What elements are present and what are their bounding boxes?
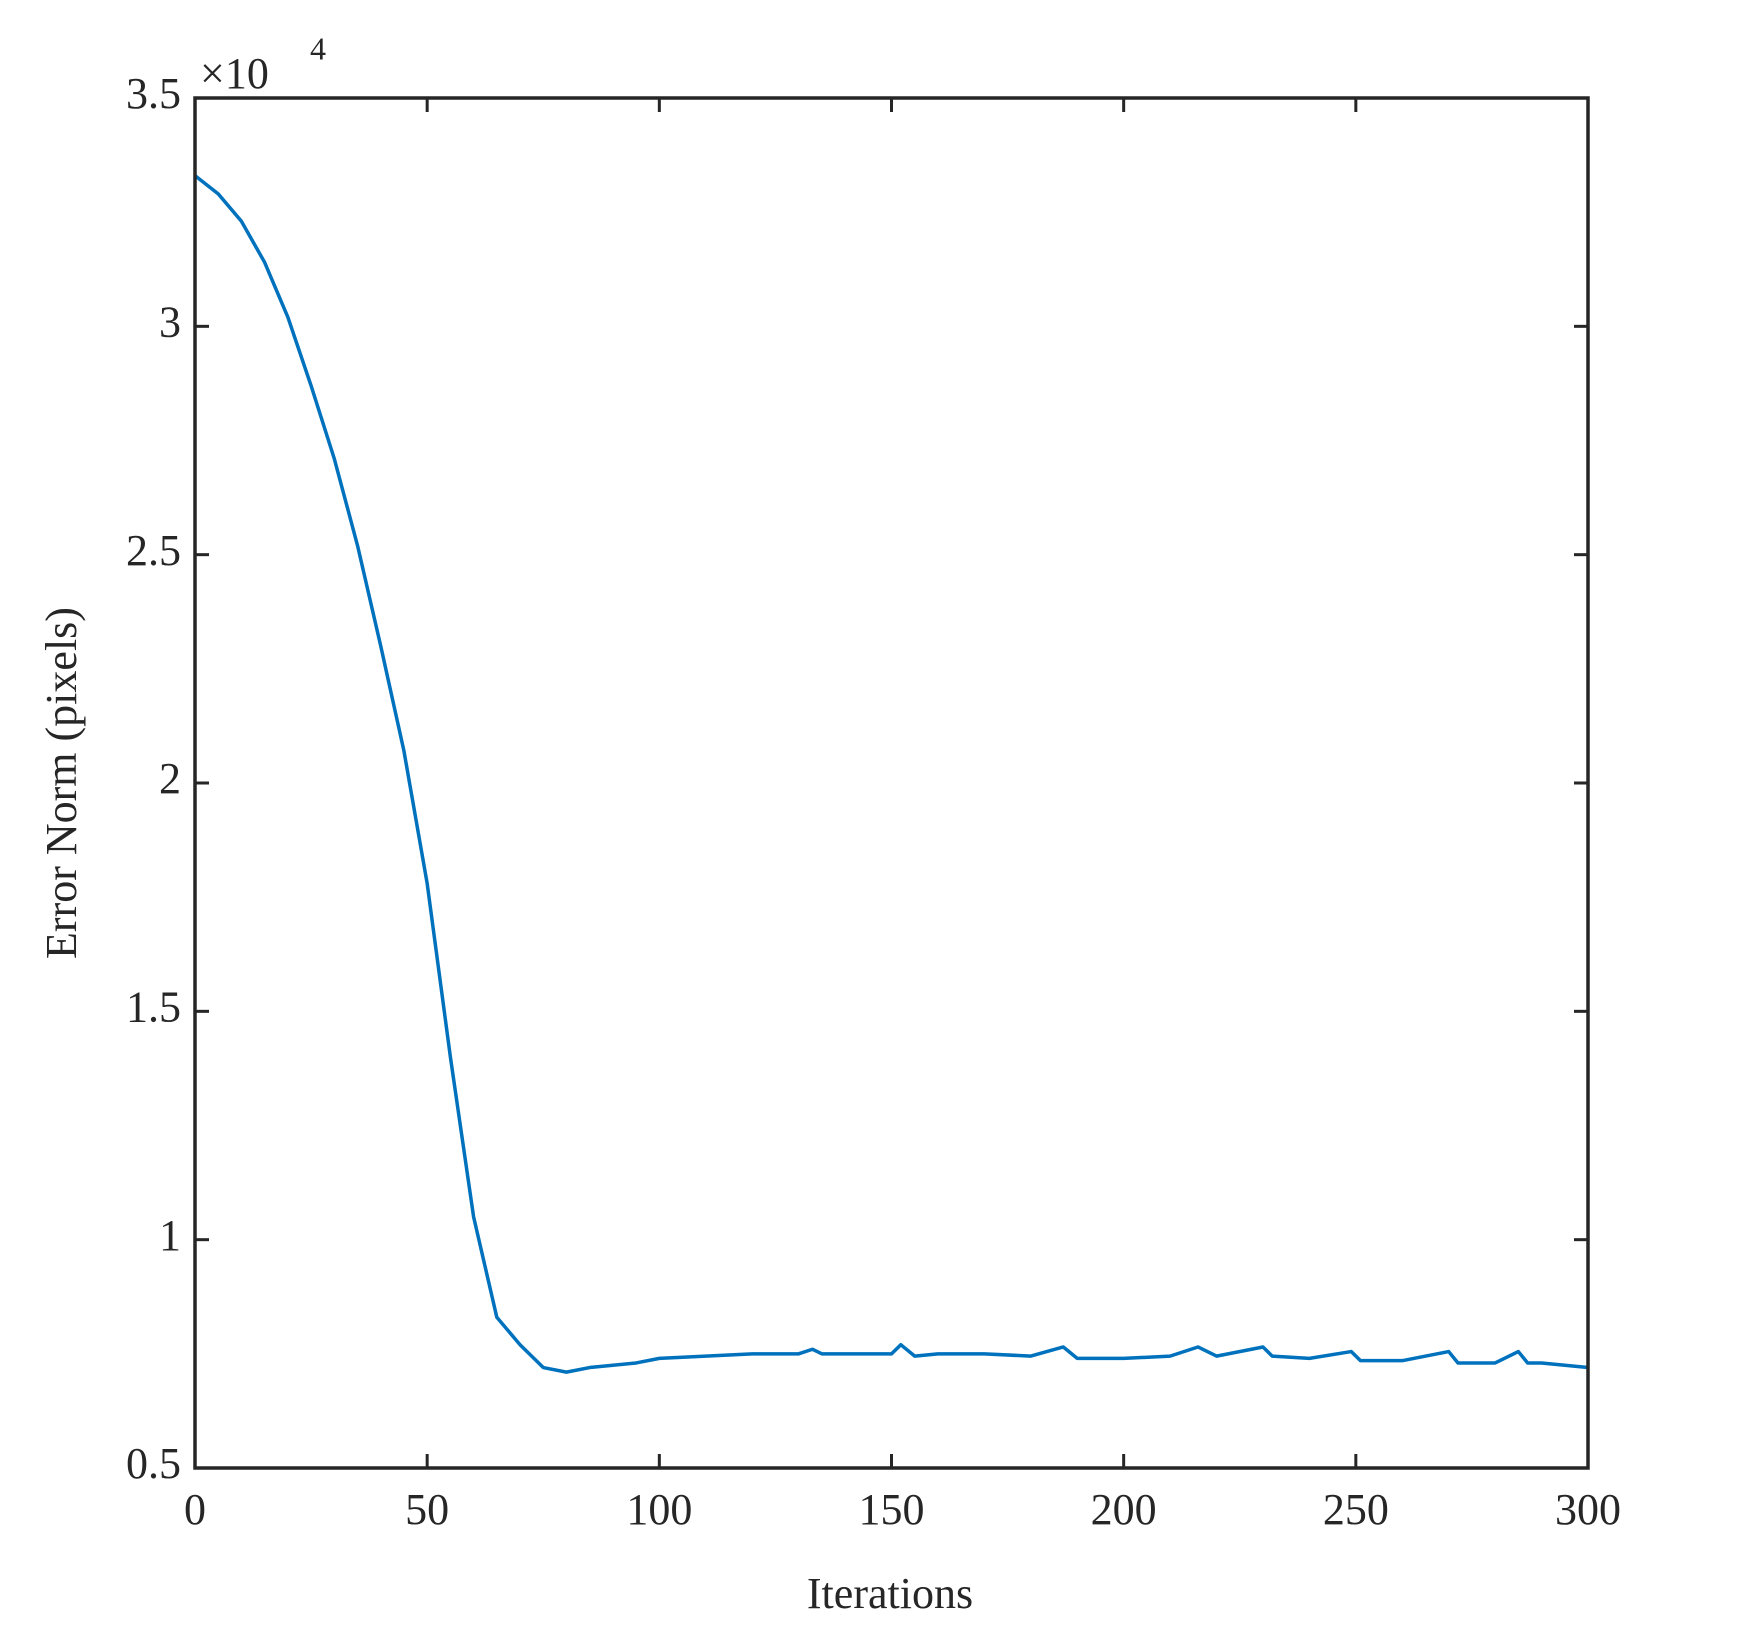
y-tick-label: 2 [159,754,181,803]
y-tick-label: 2.5 [126,526,181,575]
data-line [193,174,1589,1374]
x-tick-label: 50 [405,1485,449,1534]
x-tick-label: 200 [1091,1485,1157,1534]
x-tick-label: 250 [1323,1485,1389,1534]
x-tick-label: 100 [626,1485,692,1534]
x-tick-label: 0 [184,1485,206,1534]
y-multiplier: ×10 [200,49,269,98]
x-axis-label: Iterations [807,1569,973,1618]
y-axis-label: Error Norm (pixels) [37,607,86,959]
x-tick-label: 150 [859,1485,925,1534]
y-multiplier-exponent: 4 [310,30,326,66]
y-tick-label: 3 [159,297,181,346]
x-tick-label: 300 [1555,1485,1621,1534]
y-tick-label: 1.5 [126,982,181,1031]
y-tick-label: 1 [159,1211,181,1260]
plot-frame [193,96,1590,1470]
y-tick-label: 3.5 [126,69,181,118]
y-tick-label: 0.5 [126,1439,181,1488]
